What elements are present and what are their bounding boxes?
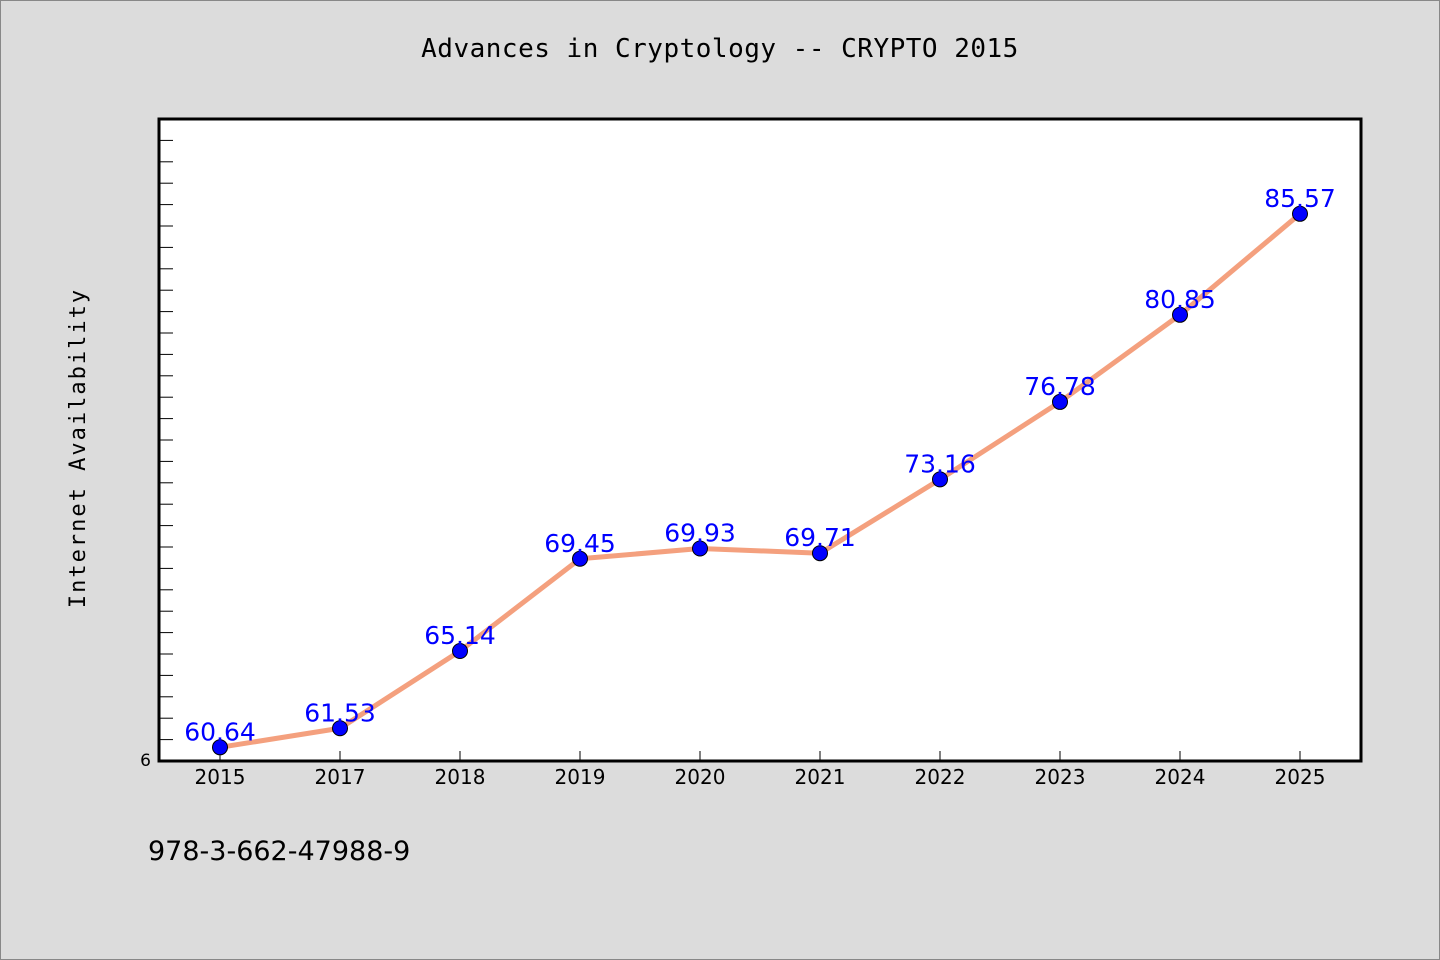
chart-title: Advances in Cryptology -- CRYPTO 2015 <box>421 34 1019 64</box>
series-line <box>217 211 1303 750</box>
data-label: 73.16 <box>904 449 976 478</box>
isbn-label: 978-3-662-47988-9 <box>148 836 411 867</box>
x-tick-label: 2021 <box>795 765 846 789</box>
x-tick-label: 2019 <box>555 765 606 789</box>
x-tick-label: 2022 <box>915 765 966 789</box>
x-tick-label: 2018 <box>435 765 486 789</box>
x-tick-label: 2017 <box>315 765 366 789</box>
data-label: 69.93 <box>664 518 736 547</box>
data-label: 85.57 <box>1264 184 1336 213</box>
data-point <box>1292 205 1308 222</box>
data-point <box>212 739 228 756</box>
x-tick-label: 2024 <box>1155 765 1206 789</box>
x-tick-label: 2015 <box>195 765 246 789</box>
data-point <box>332 720 348 737</box>
y-tick-label: 6 <box>140 751 151 771</box>
data-label: 80.85 <box>1144 285 1216 314</box>
data-point <box>572 550 588 567</box>
data-label: 76.78 <box>1024 372 1096 401</box>
plot-area <box>157 117 1363 763</box>
x-tick-label: 2023 <box>1035 765 1086 789</box>
data-point <box>452 643 468 660</box>
x-tick-label: 2025 <box>1275 765 1326 789</box>
data-label: 65.14 <box>424 621 496 650</box>
data-point <box>1172 306 1188 323</box>
x-tick-label: 2020 <box>675 765 726 789</box>
data-label: 61.53 <box>304 698 376 727</box>
y-axis-label: Internet Availability <box>66 288 91 608</box>
data-point <box>1052 393 1068 410</box>
data-point <box>692 540 708 557</box>
data-point <box>932 471 948 488</box>
data-label: 69.71 <box>784 523 856 552</box>
data-point <box>812 545 828 562</box>
data-label: 60.64 <box>184 717 256 746</box>
data-label: 69.45 <box>544 529 616 558</box>
